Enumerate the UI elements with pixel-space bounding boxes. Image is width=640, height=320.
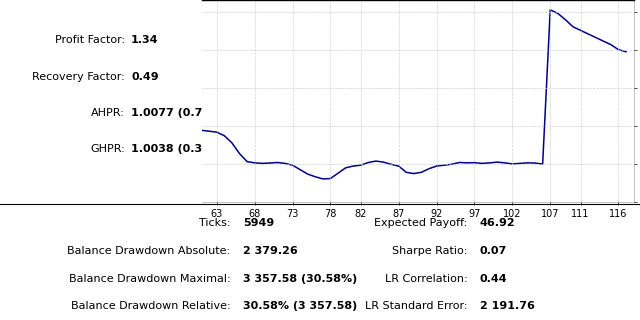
Text: Balance Drawdown Relative:: Balance Drawdown Relative: xyxy=(71,301,230,311)
Text: Ticks:: Ticks: xyxy=(199,218,230,228)
Text: 30.58% (3 357.58): 30.58% (3 357.58) xyxy=(243,301,358,311)
Text: 0.44: 0.44 xyxy=(480,274,508,284)
Text: 0.07: 0.07 xyxy=(480,246,508,256)
Text: 1.0077 (0.77%): 1.0077 (0.77%) xyxy=(131,108,227,118)
Text: 1.34: 1.34 xyxy=(131,35,159,45)
Text: 2 379.26: 2 379.26 xyxy=(243,246,298,256)
Text: 5949: 5949 xyxy=(243,218,275,228)
Text: 0.49: 0.49 xyxy=(131,72,159,82)
Text: AHPR:: AHPR: xyxy=(92,108,125,118)
Text: 3 357.58 (30.58%): 3 357.58 (30.58%) xyxy=(243,274,358,284)
Text: Sharpe Ratio:: Sharpe Ratio: xyxy=(392,246,467,256)
Text: 1.0038 (0.38%): 1.0038 (0.38%) xyxy=(131,144,226,154)
Text: Balance Drawdown Absolute:: Balance Drawdown Absolute: xyxy=(67,246,230,256)
Text: Profit Factor:: Profit Factor: xyxy=(55,35,125,45)
Text: Expected Payoff:: Expected Payoff: xyxy=(374,218,467,228)
Text: 46.92: 46.92 xyxy=(480,218,516,228)
Text: Balance Drawdown Maximal:: Balance Drawdown Maximal: xyxy=(68,274,230,284)
Text: GHPR:: GHPR: xyxy=(90,144,125,154)
Text: 2 191.76: 2 191.76 xyxy=(480,301,535,311)
Text: Recovery Factor:: Recovery Factor: xyxy=(32,72,125,82)
Text: LR Standard Error:: LR Standard Error: xyxy=(365,301,467,311)
Text: LR Correlation:: LR Correlation: xyxy=(385,274,467,284)
